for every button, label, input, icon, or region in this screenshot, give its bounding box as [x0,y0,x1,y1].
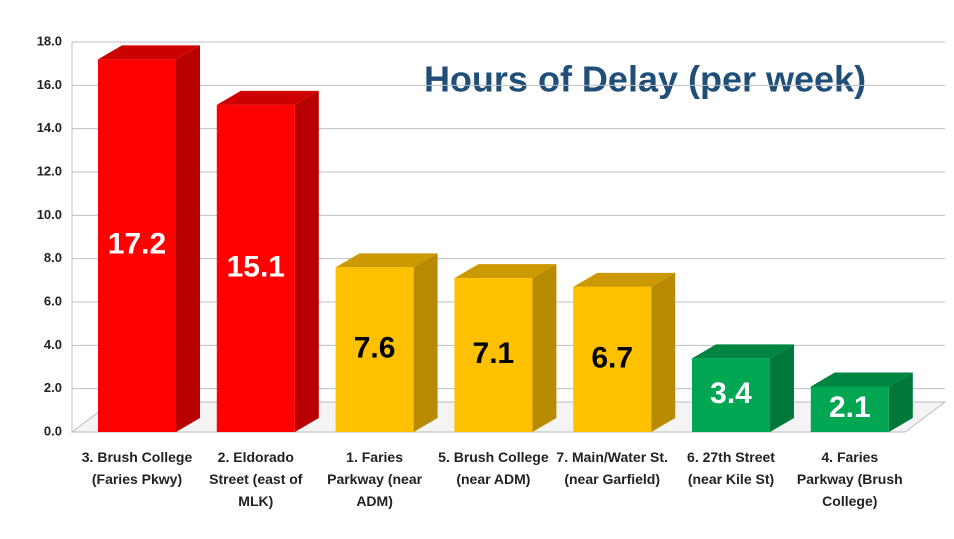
x-tick-label: 7. Main/Water St. (near Garfield) [556,449,668,487]
bar-top [573,272,676,287]
value-label: 6.7 [591,341,633,374]
bar-top [335,253,438,268]
x-tick-label: 4. Faries Parkway (Brush College) [796,449,903,509]
bar-top [810,372,913,387]
bar-top [692,344,794,359]
bar-side [888,372,913,432]
value-label: 7.1 [473,337,515,370]
x-tick-label: 1. Faries Parkway (near ADM) [327,449,423,509]
bar-side [176,45,200,432]
value-label: 15.1 [227,250,285,283]
bar-side [413,253,438,432]
bar-front [335,267,414,432]
bar-top [216,90,319,105]
bar-front [573,286,652,432]
bar-front [216,104,295,432]
x-tick-label: 3. Brush College (Faries Pkwy) [81,449,193,487]
value-label: 3.4 [710,377,752,410]
bar [810,372,913,432]
value-label: 17.2 [108,228,166,261]
y-tick-label: 0.0 [44,423,62,438]
y-tick-label: 6.0 [44,293,62,308]
bar-front [454,278,533,432]
bar-front [692,358,770,432]
value-label: 2.1 [829,391,871,424]
x-tick-label: 6. 27th Street (near Kile St) [687,449,775,487]
bar [573,272,676,432]
bar-side [770,344,794,432]
y-tick-label: 12.0 [37,163,62,178]
value-label: 7.6 [354,332,396,365]
bar [454,264,557,432]
bar-side [532,264,557,432]
bar-side [651,272,676,432]
bar [98,45,200,432]
bar [216,90,319,432]
bar-front [810,386,889,432]
chart-title: Hours of Delay (per week) [424,59,866,100]
y-tick-label: 8.0 [44,250,62,265]
bar [335,253,438,432]
bar-top [98,45,200,60]
y-tick-label: 4.0 [44,337,62,352]
y-tick-label: 10.0 [37,207,62,222]
y-tick-label: 16.0 [37,77,62,92]
y-tick-label: 14.0 [37,120,62,135]
bar [692,344,794,432]
x-tick-label: 5. Brush College (near ADM) [438,449,549,487]
y-tick-label: 2.0 [44,380,62,395]
bar-top [454,264,557,279]
bar-side [294,90,319,432]
x-tick-label: 2. Eldorado Street (east of MLK) [209,449,303,509]
y-tick-label: 18.0 [37,33,62,48]
bar-front [98,59,176,432]
